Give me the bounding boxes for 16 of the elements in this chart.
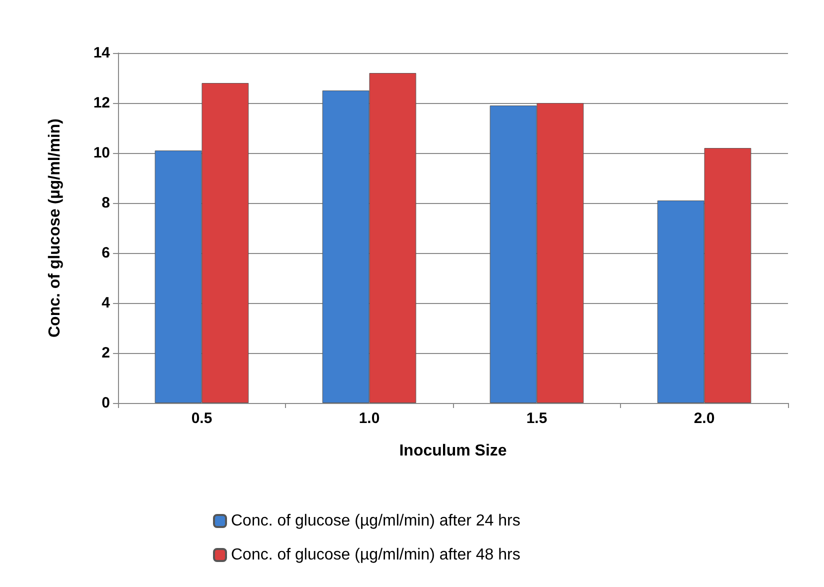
x-tick-label: 1.5 [526, 410, 548, 427]
x-axis-title: Inoculum Size [399, 442, 507, 460]
y-tick-label: 6 [102, 244, 110, 262]
y-tick-label: 10 [93, 144, 110, 162]
y-tick-label: 14 [93, 44, 111, 62]
x-tick-label: 0.5 [191, 410, 212, 427]
y-tick-label: 2 [102, 344, 110, 362]
y-tick-label: 0 [102, 394, 110, 412]
x-tick-label: 1.0 [358, 410, 380, 427]
x-tick-label: 2.0 [694, 410, 715, 427]
y-tick-label: 8 [102, 194, 110, 212]
legend-label: Conc. of glucose (µg/ml/min) after 48 hrs [231, 546, 520, 564]
y-axis-title: Conc. of glucose (µg/ml/min) [46, 118, 64, 338]
y-tick-label: 12 [93, 94, 110, 112]
legend-label: Conc. of glucose (µg/ml/min) after 24 hrs [231, 512, 520, 530]
y-tick-label: 4 [102, 294, 111, 312]
